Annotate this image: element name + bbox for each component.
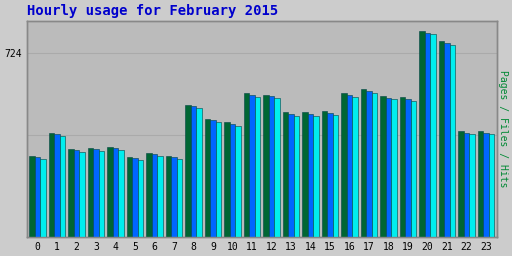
Bar [380, 96, 386, 237]
Bar [132, 158, 138, 237]
Bar [366, 91, 372, 237]
Bar [235, 125, 241, 237]
Bar [113, 148, 118, 237]
Bar [322, 111, 327, 237]
Bar [157, 156, 163, 237]
Bar [177, 159, 182, 237]
Bar [224, 122, 230, 237]
Bar [400, 97, 405, 237]
Bar [152, 154, 157, 237]
Bar [40, 159, 46, 237]
Bar [29, 156, 35, 237]
Bar [138, 160, 143, 237]
Bar [450, 45, 455, 237]
Bar [391, 99, 397, 237]
Bar [464, 133, 470, 237]
Bar [190, 106, 196, 237]
Bar [49, 133, 54, 237]
Bar [288, 114, 294, 237]
Bar [244, 93, 249, 237]
Bar [419, 31, 425, 237]
Bar [274, 98, 280, 237]
Bar [146, 153, 152, 237]
Bar [74, 151, 79, 237]
Bar [171, 157, 177, 237]
Bar [254, 97, 260, 237]
Bar [249, 95, 254, 237]
Bar [470, 134, 475, 237]
Bar [327, 113, 333, 237]
Bar [430, 35, 436, 237]
Bar [489, 134, 494, 237]
Bar [302, 112, 308, 237]
Bar [196, 108, 202, 237]
Bar [347, 95, 352, 237]
Bar [478, 131, 483, 237]
Bar [308, 114, 313, 237]
Bar [263, 94, 269, 237]
Bar [372, 93, 377, 237]
Bar [352, 97, 358, 237]
Bar [294, 116, 299, 237]
Text: Hourly usage for February 2015: Hourly usage for February 2015 [27, 4, 278, 18]
Bar [99, 151, 104, 237]
Bar [54, 134, 60, 237]
Bar [360, 89, 366, 237]
Bar [60, 136, 65, 237]
Bar [483, 133, 489, 237]
Bar [283, 112, 288, 237]
Bar [107, 147, 113, 237]
Bar [68, 149, 74, 237]
Bar [118, 150, 124, 237]
Bar [93, 149, 99, 237]
Bar [230, 124, 235, 237]
Bar [88, 148, 93, 237]
Bar [165, 156, 171, 237]
Bar [35, 157, 40, 237]
Bar [411, 101, 416, 237]
Y-axis label: Pages / Files / Hits: Pages / Files / Hits [498, 70, 508, 188]
Bar [210, 120, 216, 237]
Bar [439, 41, 444, 237]
Bar [341, 93, 347, 237]
Bar [444, 43, 450, 237]
Bar [205, 119, 210, 237]
Bar [269, 96, 274, 237]
Bar [185, 105, 190, 237]
Bar [458, 131, 464, 237]
Bar [333, 115, 338, 237]
Bar [386, 98, 391, 237]
Bar [216, 122, 221, 237]
Bar [425, 33, 430, 237]
Bar [126, 157, 132, 237]
Bar [79, 152, 84, 237]
Bar [313, 116, 319, 237]
Bar [405, 99, 411, 237]
